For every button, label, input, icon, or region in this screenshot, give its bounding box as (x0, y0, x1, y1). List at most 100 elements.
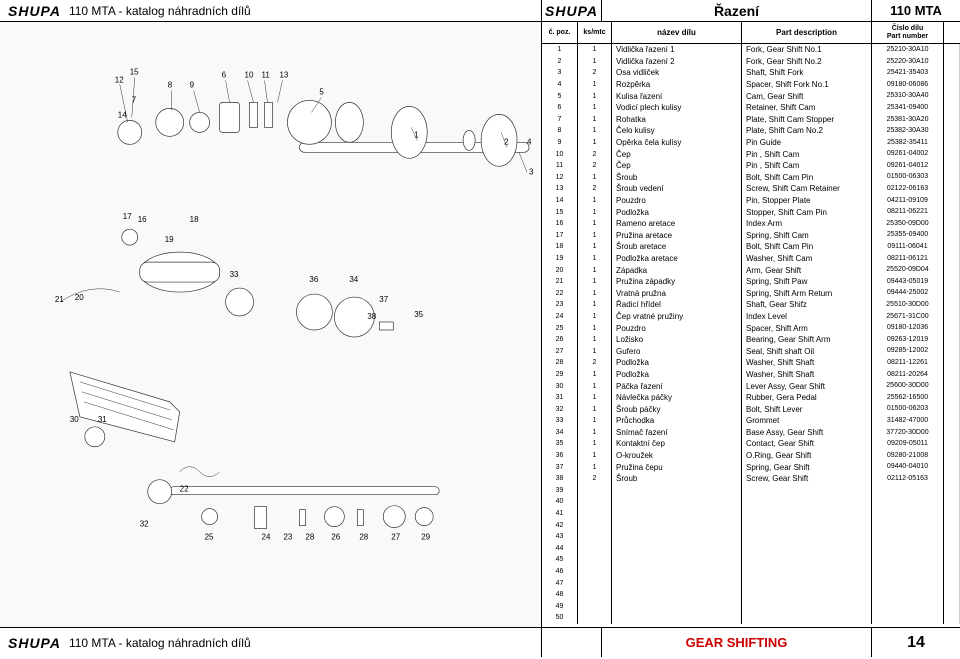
cell-poz: 27 (542, 345, 578, 357)
footer-page: 14 (872, 628, 960, 657)
cell-ks: 1 (578, 44, 612, 56)
cell-nazev: Podložka (612, 206, 742, 218)
catalog-subtitle: 110 MTA - katalog náhradních dílů (69, 4, 251, 18)
cell-num (872, 519, 944, 531)
cell-poz: 25 (542, 322, 578, 334)
cell-ks: 1 (578, 322, 612, 334)
cell-ks: 1 (578, 90, 612, 102)
header-row: SHUPA 110 MTA - katalog náhradních dílů … (0, 0, 960, 22)
cell-end (944, 392, 960, 404)
diagram-callout: 30 (70, 415, 79, 424)
table-row: 241Čep vratné pružinyIndex Level25671-31… (542, 311, 960, 323)
diagram-svg: 1215147896101113512431716181921203336343… (0, 22, 541, 627)
cell-desc (742, 508, 872, 520)
cell-num (872, 589, 944, 601)
cell-end (944, 195, 960, 207)
diagram-callout: 3 (529, 167, 534, 176)
cell-num (872, 566, 944, 578)
cell-end (944, 241, 960, 253)
cell-poz: 47 (542, 577, 578, 589)
diagram-callout: 18 (190, 215, 199, 224)
cell-ks (578, 508, 612, 520)
cell-end (944, 403, 960, 415)
cell-desc: Pin , Shift Cam (742, 160, 872, 172)
brand-label: SHUPA (8, 3, 61, 19)
cell-num: 25520-09D04 (872, 264, 944, 276)
diagram-callout: 27 (391, 533, 400, 542)
diagram-callout: 28 (359, 533, 368, 542)
cell-desc: Fork, Gear Shift No.1 (742, 44, 872, 56)
cell-poz: 2 (542, 56, 578, 68)
cell-ks: 1 (578, 241, 612, 253)
cell-nazev: Pružina západky (612, 276, 742, 288)
diagram-callout: 13 (279, 70, 288, 79)
page-number: 14 (907, 634, 925, 652)
cell-end (944, 148, 960, 160)
cell-end (944, 160, 960, 172)
diagram-callout: 21 (55, 295, 64, 304)
cell-poz: 36 (542, 450, 578, 462)
cell-num (872, 577, 944, 589)
table-row: 211Pružina západkySpring, Shift Paw09443… (542, 276, 960, 288)
cell-num: 08211-06121 (872, 253, 944, 265)
cell-desc: Arm, Gear Shift (742, 264, 872, 276)
diagram-callout: 15 (130, 67, 139, 76)
cell-poz: 30 (542, 380, 578, 392)
cell-num: 08211-20264 (872, 369, 944, 381)
table-row: 311Návlečka páčkyRubber, Gera Pedal25562… (542, 392, 960, 404)
table-row: 81Čelo kulisyPlate, Shift Cam No.225382-… (542, 125, 960, 137)
cell-num: 25220-30A10 (872, 56, 944, 68)
table-row: 45 (542, 554, 960, 566)
cell-num: 04211-09109 (872, 195, 944, 207)
cell-ks: 1 (578, 102, 612, 114)
cell-num: 25381-30A20 (872, 114, 944, 126)
table-row: 44 (542, 543, 960, 555)
cell-end (944, 79, 960, 91)
cell-poz: 9 (542, 137, 578, 149)
cell-desc: Spring, Shift Paw (742, 276, 872, 288)
table-row: 261LožiskoBearing, Gear Shift Arm09263-1… (542, 334, 960, 346)
cell-desc: Cam, Gear Shift (742, 90, 872, 102)
cell-desc: Bolt, Shift Cam Pin (742, 241, 872, 253)
cell-nazev: Rameno aretace (612, 218, 742, 230)
cell-nazev: Vidlička řazení 1 (612, 44, 742, 56)
cell-ks (578, 577, 612, 589)
cell-desc: Contact, Gear Shift (742, 438, 872, 450)
cell-num: 25671-31C00 (872, 311, 944, 323)
cell-ks: 1 (578, 369, 612, 381)
table-row: 351Kontaktní čepContact, Gear Shift09209… (542, 438, 960, 450)
cell-nazev: Podložka (612, 369, 742, 381)
col-header-ks: ks/mtc (578, 22, 612, 43)
footer-section-title: GEAR SHIFTING (686, 635, 788, 650)
cell-poz: 16 (542, 218, 578, 230)
cell-ks: 1 (578, 276, 612, 288)
cell-ks: 1 (578, 206, 612, 218)
cell-nazev: Čelo kulisy (612, 125, 742, 137)
table-row: 61Vodicí plech kulisyRetainer, Shift Cam… (542, 102, 960, 114)
cell-ks: 2 (578, 67, 612, 79)
cell-num: 09263-12019 (872, 334, 944, 346)
cell-ks (578, 531, 612, 543)
cell-end (944, 369, 960, 381)
cell-end (944, 554, 960, 566)
cell-end (944, 566, 960, 578)
diagram-callout: 12 (115, 75, 124, 84)
cell-num: 25600-30D00 (872, 380, 944, 392)
cell-ks (578, 554, 612, 566)
cell-poz: 38 (542, 473, 578, 485)
cell-ks (578, 543, 612, 555)
cell-end (944, 519, 960, 531)
footer-subtitle: 110 MTA - katalog náhradních dílů (69, 636, 251, 650)
cell-nazev: Pouzdro (612, 322, 742, 334)
cell-poz: 15 (542, 206, 578, 218)
cell-ks (578, 612, 612, 624)
cell-nazev (612, 508, 742, 520)
cell-ks: 1 (578, 334, 612, 346)
cell-desc: O.Ring, Gear Shift (742, 450, 872, 462)
cell-num: 09209-05011 (872, 438, 944, 450)
cell-end (944, 450, 960, 462)
cell-poz: 17 (542, 230, 578, 242)
cell-desc: Pin, Stopper Plate (742, 195, 872, 207)
cell-nazev: O-kroužek (612, 450, 742, 462)
diagram-callout: 7 (132, 95, 137, 104)
